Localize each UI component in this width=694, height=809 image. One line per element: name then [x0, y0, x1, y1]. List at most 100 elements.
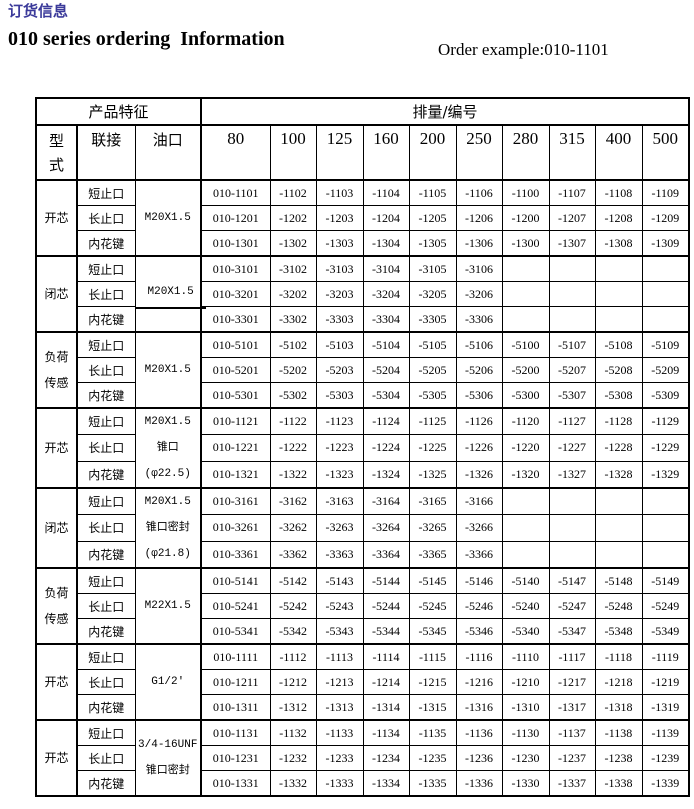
order-code-cell: -1309 — [641, 230, 690, 257]
port-label: M20X1.5 — [144, 364, 191, 376]
order-code-cell: -5245 — [408, 593, 457, 619]
order-code-cell: -5345 — [408, 618, 457, 645]
order-code-cell: -1213 — [315, 669, 364, 695]
connection-cell: 短止口 — [76, 331, 136, 358]
table-row: 开芯 短止口 3/4-16UNF 锥口密封 010-1131 -1132 -1133 -113… — [35, 719, 690, 797]
order-code-cell: -1334 — [362, 770, 410, 797]
order-code-cell: -5145 — [408, 567, 457, 594]
order-code-cell: -1102 — [269, 179, 317, 206]
table-row: 内花键 010-1331 -1332 -1333 -1334 -1335 -1336 -133… — [36, 770, 690, 797]
order-code-cell: -3364 — [362, 540, 410, 569]
type-cell: 闭芯 — [35, 255, 78, 333]
order-code-cell: -5206 — [455, 357, 503, 383]
table-row: 长止口 010-1221 -1222 -1223 -1224 -1225 -1226 -122… — [36, 434, 690, 462]
order-code-cell: -1214 — [362, 669, 410, 695]
connection-cell: 短止口 — [76, 255, 136, 282]
table-row: 长止口 010-1231 -1232 -1233 -1234 -1235 -1236 -123… — [36, 745, 690, 771]
empty-cell — [594, 487, 643, 516]
order-code-cell: -1115 — [408, 643, 457, 670]
order-code-cell: -5347 — [548, 618, 596, 645]
type-cell: 闭芯 — [35, 487, 78, 569]
order-code-cell: -5349 — [641, 618, 690, 645]
port-cell: G1/2' — [134, 643, 202, 721]
type-label: 闭芯 — [44, 287, 69, 301]
order-code-cell: -1233 — [315, 745, 364, 771]
order-code-cell: -1130 — [501, 719, 550, 746]
empty-cell — [641, 540, 690, 569]
empty-cell — [594, 281, 643, 307]
order-code-cell: 010-3361 — [200, 540, 271, 569]
order-code-cell: -5100 — [501, 331, 550, 358]
port-label: 3/4-16UNF — [138, 739, 198, 751]
port-label: M22X1.5 — [144, 600, 191, 612]
order-code-cell: -1315 — [408, 694, 457, 721]
order-code-cell: -1117 — [548, 643, 596, 670]
order-code-cell: -1123 — [315, 407, 364, 436]
port-cell: 3/4-16UNF 锥口密封 — [134, 719, 202, 797]
order-code-cell: -3365 — [408, 540, 457, 569]
order-code-cell: -5204 — [362, 357, 410, 383]
order-code-cell: -1126 — [455, 407, 503, 436]
order-code-cell: -1330 — [501, 770, 550, 797]
connection-cell: 内花键 — [76, 694, 136, 721]
order-code-cell: -5340 — [501, 618, 550, 645]
order-code-cell: 010-1111 — [200, 643, 271, 670]
order-code-cell: -1318 — [594, 694, 643, 721]
order-code-cell: -1202 — [269, 205, 317, 231]
order-code-cell: -5307 — [548, 382, 596, 409]
empty-cell — [501, 540, 550, 569]
order-code-cell: -1119 — [641, 643, 690, 670]
order-code-cell: -5249 — [641, 593, 690, 619]
empty-cell — [548, 514, 596, 542]
connection-cell: 短止口 — [76, 407, 136, 436]
empty-cell — [594, 540, 643, 569]
empty-cell — [501, 281, 550, 307]
order-code-cell: 010-5241 — [200, 593, 271, 619]
order-code-cell: -1324 — [362, 460, 410, 489]
order-code-cell: 010-5301 — [200, 382, 271, 409]
header-displacement-value: 125 — [315, 124, 364, 181]
order-code-cell: -1127 — [548, 407, 596, 436]
ordering-table: 产品特征 排量/编号 型式 联接 油口 80 100 125 160 200 250 280… — [35, 97, 691, 797]
order-code-cell: -1314 — [362, 694, 410, 721]
order-code-cell: -1134 — [362, 719, 410, 746]
type-cell: 开芯 — [35, 407, 78, 489]
order-code-cell: -1135 — [408, 719, 457, 746]
order-code-cell: -3205 — [408, 281, 457, 307]
order-code-cell: -5103 — [315, 331, 364, 358]
table-row: 内花键 010-1321 -1322 -1323 -1324 -1325 -1326 -132… — [36, 460, 690, 489]
order-code-cell: -5302 — [269, 382, 317, 409]
order-code-cell: -5342 — [269, 618, 317, 645]
order-code-cell: -1237 — [548, 745, 596, 771]
order-code-cell: -3163 — [315, 487, 364, 516]
order-code-cell: -1329 — [641, 460, 690, 489]
order-code-cell: -5142 — [269, 567, 317, 594]
order-code-cell: -1128 — [594, 407, 643, 436]
order-code-cell: -1223 — [315, 434, 364, 462]
order-code-cell: -1118 — [594, 643, 643, 670]
order-code-cell: -1203 — [315, 205, 364, 231]
order-code-cell: -3166 — [455, 487, 503, 516]
order-code-cell: 010-1121 — [200, 407, 271, 436]
order-code-cell: -5244 — [362, 593, 410, 619]
order-code-cell: -3102 — [269, 255, 317, 282]
order-code-cell: -1238 — [594, 745, 643, 771]
header-displacement-value: 500 — [641, 124, 690, 181]
order-code-cell: -5303 — [315, 382, 364, 409]
order-code-cell: -1124 — [362, 407, 410, 436]
type-cell: 开芯 — [35, 719, 78, 797]
order-code-cell: -1326 — [455, 460, 503, 489]
table-row: 长止口 010-5201 -5202 -5203 -5204 -5205 -5206 -520… — [36, 357, 690, 383]
empty-cell — [501, 487, 550, 516]
port-label: (φ22.5) — [144, 468, 191, 480]
order-code-cell: -3264 — [362, 514, 410, 542]
order-code-cell: -1232 — [269, 745, 317, 771]
order-code-cell: 010-1301 — [200, 230, 271, 257]
port-cell: M20X1.5 — [134, 179, 202, 257]
order-code-cell: -1305 — [408, 230, 457, 257]
type-label: 闭芯 — [44, 521, 69, 535]
order-code-cell: -1137 — [548, 719, 596, 746]
port-label: M20X1.5 — [144, 416, 191, 428]
order-code-cell: -5343 — [315, 618, 364, 645]
order-code-cell: -1133 — [315, 719, 364, 746]
